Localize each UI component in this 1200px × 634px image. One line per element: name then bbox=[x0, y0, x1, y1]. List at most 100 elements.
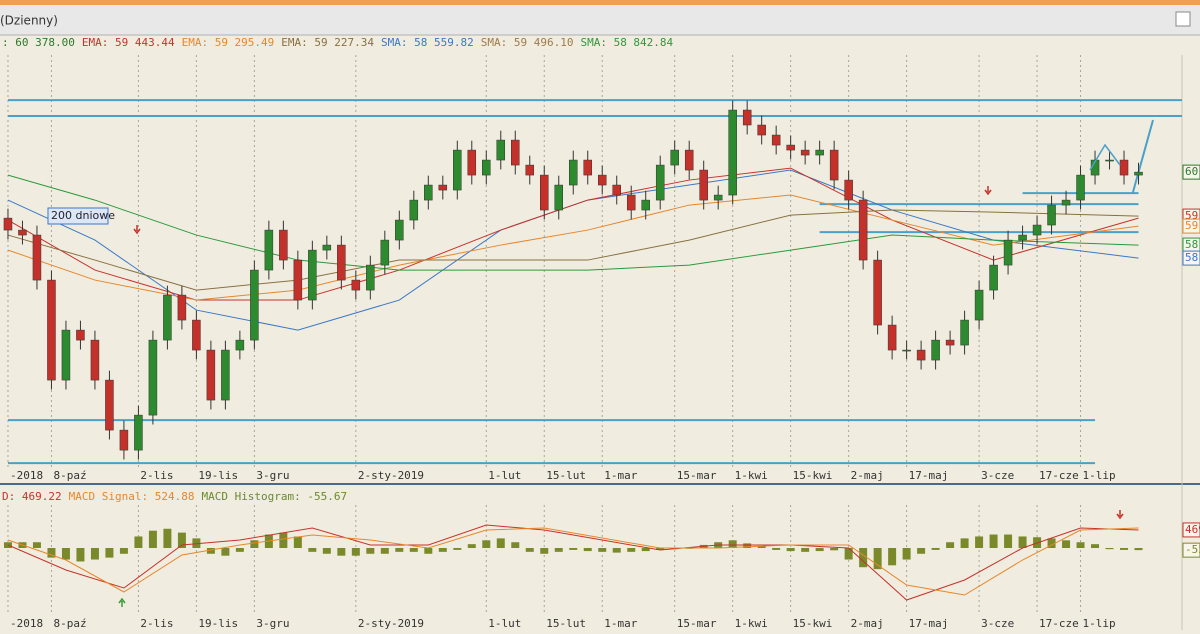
candle-body bbox=[61, 329, 71, 381]
histogram-bar bbox=[148, 530, 157, 548]
price-tag bbox=[1182, 250, 1200, 266]
candle-body bbox=[424, 184, 433, 201]
annotation-box bbox=[47, 207, 109, 225]
candle-body bbox=[279, 229, 288, 261]
candle-body bbox=[47, 279, 56, 381]
histogram-bar bbox=[989, 534, 998, 548]
histogram-bar bbox=[873, 548, 882, 570]
ma-line bbox=[7, 174, 1139, 271]
candle-body bbox=[221, 349, 230, 401]
histogram-bar bbox=[192, 538, 201, 548]
top-bar bbox=[0, 0, 1200, 5]
candle-body bbox=[409, 199, 419, 221]
x-tick-label: 3-gru bbox=[256, 469, 289, 482]
candle-body bbox=[931, 339, 940, 361]
candle-body bbox=[655, 164, 665, 201]
candle-body bbox=[192, 319, 201, 351]
price-tag-label: -55 bbox=[1185, 543, 1200, 556]
candle-body bbox=[1119, 159, 1129, 176]
x-tick-label: 15-mar bbox=[677, 469, 717, 482]
histogram-bar bbox=[975, 536, 984, 548]
histogram-bar bbox=[250, 540, 259, 548]
header-item: SMA: 58 842.84 bbox=[580, 36, 673, 49]
arrow-down bbox=[133, 225, 141, 235]
candle-body bbox=[395, 219, 404, 241]
histogram-bar bbox=[293, 536, 302, 548]
x-tick-label: 19-lis bbox=[198, 469, 238, 482]
candle-body bbox=[612, 184, 621, 196]
histogram-bar bbox=[453, 548, 462, 550]
price-tag bbox=[1182, 542, 1200, 558]
candle-body bbox=[540, 174, 549, 211]
histogram-bar bbox=[931, 548, 940, 550]
x-tick-label: 17-cze bbox=[1039, 617, 1079, 630]
x-tick-label: 2-maj bbox=[851, 469, 884, 482]
histogram-bar bbox=[496, 538, 505, 548]
histogram-bar bbox=[772, 548, 781, 550]
histogram-bar bbox=[801, 548, 810, 552]
candle-body bbox=[713, 194, 723, 201]
histogram-bar bbox=[1091, 544, 1100, 548]
histogram-bar bbox=[482, 540, 491, 548]
x-tick-label: 1-mar bbox=[604, 617, 637, 630]
candle-body bbox=[105, 379, 114, 431]
window-title: (Dzienny) bbox=[0, 14, 58, 28]
histogram-bar bbox=[90, 548, 99, 560]
header-item: EMA: 59 295.49 bbox=[182, 36, 275, 49]
x-tick-label: 15-kwi bbox=[793, 617, 833, 630]
candle-body bbox=[163, 294, 172, 341]
histogram-bar bbox=[960, 538, 969, 548]
x-tick-label: 3-cze bbox=[981, 469, 1014, 482]
x-tick-label: 2-sty-2019 bbox=[358, 617, 424, 630]
candle-body bbox=[3, 217, 13, 231]
price-tag-label: 58 bbox=[1185, 251, 1198, 264]
x-tick-label: 15-lut bbox=[546, 469, 586, 482]
candle-body bbox=[815, 149, 824, 156]
histogram-bar bbox=[177, 532, 186, 548]
macd-line bbox=[7, 527, 1139, 596]
x-tick-label: 1-kwi bbox=[735, 617, 768, 630]
ma-line bbox=[7, 209, 1139, 291]
histogram-bar bbox=[598, 548, 607, 552]
histogram-bar bbox=[163, 528, 172, 548]
candle-body bbox=[887, 324, 897, 351]
x-tick-label: 17-maj bbox=[909, 469, 949, 482]
candle-body bbox=[1018, 234, 1027, 241]
header-item: SMA: 59 496.10 bbox=[481, 36, 574, 49]
histogram-bar bbox=[1004, 534, 1013, 548]
candle-body bbox=[134, 414, 143, 451]
histogram-bar bbox=[830, 548, 839, 551]
x-tick-label: 1-lut bbox=[488, 617, 521, 630]
candle-body bbox=[366, 264, 375, 291]
price-tag bbox=[1182, 522, 1200, 538]
candle-body bbox=[626, 194, 636, 211]
candle-body bbox=[525, 164, 535, 176]
histogram-bar bbox=[438, 548, 447, 552]
x-tick-label: 3-cze bbox=[981, 617, 1014, 630]
histogram-bar bbox=[511, 542, 520, 548]
candle-body bbox=[786, 144, 795, 151]
candle-body bbox=[467, 149, 477, 176]
x-tick-label: 1-lip bbox=[1083, 617, 1116, 630]
histogram-bar bbox=[1134, 548, 1143, 551]
header-item: : 60 378.00 bbox=[2, 36, 75, 49]
histogram-bar bbox=[757, 546, 766, 548]
candle-body bbox=[583, 159, 592, 176]
price-tag-label: 469 bbox=[1185, 523, 1200, 536]
histogram-bar bbox=[322, 548, 331, 554]
histogram-bar bbox=[351, 548, 360, 556]
candle-body bbox=[960, 319, 969, 346]
candle-body bbox=[453, 149, 462, 191]
candle-body bbox=[1076, 174, 1085, 201]
plot-area: -2018 -2018 8-paź 8-paź 2-lis 2-lis 19-lis 19-l… bbox=[3, 55, 1200, 630]
candle-body bbox=[482, 159, 491, 176]
candle-body bbox=[829, 149, 839, 181]
histogram-bar bbox=[554, 548, 563, 552]
histogram-bar bbox=[583, 548, 592, 552]
x-tick-label: 1-kwi bbox=[735, 469, 768, 482]
x-tick-label: 1-lip bbox=[1083, 469, 1116, 482]
histogram-bar bbox=[1120, 548, 1129, 550]
candle-body bbox=[337, 244, 346, 281]
window-button[interactable] bbox=[1175, 11, 1191, 27]
